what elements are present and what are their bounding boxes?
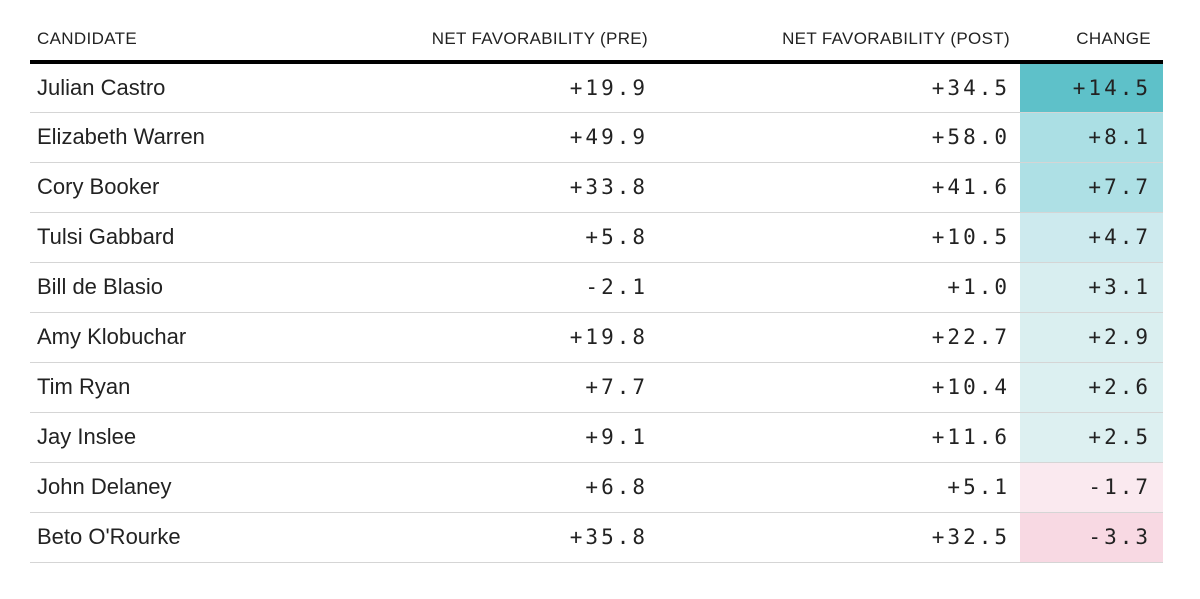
candidate-cell: Tim Ryan — [30, 362, 350, 413]
table-header: CANDIDATE NET FAVORABILITY (PRE) NET FAV… — [30, 16, 1163, 64]
change-cell: +8.1 — [1020, 112, 1163, 163]
change-cell: -1.7 — [1020, 462, 1163, 513]
pre-favorability-cell: +49.9 — [350, 112, 650, 163]
candidate-cell: Amy Klobuchar — [30, 312, 350, 363]
pre-favorability-cell: +19.9 — [350, 62, 650, 113]
table-row: Bill de Blasio -2.1 +1.0 +3.1 — [30, 262, 1163, 313]
pre-favorability-cell: -2.1 — [350, 262, 650, 313]
change-cell: +2.5 — [1020, 412, 1163, 463]
candidate-cell: Cory Booker — [30, 162, 350, 213]
candidate-cell: Julian Castro — [30, 62, 350, 113]
table-body: Julian Castro +19.9 +34.5 +14.5 Elizabet… — [30, 62, 1163, 563]
favorability-table: CANDIDATE NET FAVORABILITY (PRE) NET FAV… — [30, 16, 1163, 563]
post-favorability-cell: +1.0 — [650, 262, 1020, 313]
post-favorability-cell: +58.0 — [650, 112, 1020, 163]
column-header-change: CHANGE — [1020, 16, 1163, 64]
column-header-candidate: CANDIDATE — [30, 16, 350, 64]
post-favorability-cell: +41.6 — [650, 162, 1020, 213]
pre-favorability-cell: +33.8 — [350, 162, 650, 213]
change-cell: +3.1 — [1020, 262, 1163, 313]
table-row: Amy Klobuchar +19.8 +22.7 +2.9 — [30, 312, 1163, 363]
candidate-cell: Elizabeth Warren — [30, 112, 350, 163]
change-cell: +2.9 — [1020, 312, 1163, 363]
table-row: Cory Booker +33.8 +41.6 +7.7 — [30, 162, 1163, 213]
post-favorability-cell: +22.7 — [650, 312, 1020, 363]
table-header-row: CANDIDATE NET FAVORABILITY (PRE) NET FAV… — [30, 16, 1163, 64]
change-cell: +7.7 — [1020, 162, 1163, 213]
table-row: Elizabeth Warren +49.9 +58.0 +8.1 — [30, 112, 1163, 163]
candidate-cell: Beto O'Rourke — [30, 512, 350, 563]
pre-favorability-cell: +9.1 — [350, 412, 650, 463]
change-cell: +2.6 — [1020, 362, 1163, 413]
change-cell: -3.3 — [1020, 512, 1163, 563]
candidate-cell: Tulsi Gabbard — [30, 212, 350, 263]
table-row: Jay Inslee +9.1 +11.6 +2.5 — [30, 412, 1163, 463]
table-row: Tim Ryan +7.7 +10.4 +2.6 — [30, 362, 1163, 413]
table-row: John Delaney +6.8 +5.1 -1.7 — [30, 462, 1163, 513]
pre-favorability-cell: +5.8 — [350, 212, 650, 263]
pre-favorability-cell: +7.7 — [350, 362, 650, 413]
post-favorability-cell: +34.5 — [650, 62, 1020, 113]
candidate-cell: Bill de Blasio — [30, 262, 350, 313]
candidate-cell: John Delaney — [30, 462, 350, 513]
pre-favorability-cell: +19.8 — [350, 312, 650, 363]
column-header-net-favorability-pre: NET FAVORABILITY (PRE) — [350, 16, 650, 64]
post-favorability-cell: +10.4 — [650, 362, 1020, 413]
post-favorability-cell: +11.6 — [650, 412, 1020, 463]
change-cell: +14.5 — [1020, 62, 1163, 113]
table-row: Tulsi Gabbard +5.8 +10.5 +4.7 — [30, 212, 1163, 263]
post-favorability-cell: +32.5 — [650, 512, 1020, 563]
table-row: Beto O'Rourke +35.8 +32.5 -3.3 — [30, 512, 1163, 563]
change-cell: +4.7 — [1020, 212, 1163, 263]
pre-favorability-cell: +35.8 — [350, 512, 650, 563]
post-favorability-cell: +5.1 — [650, 462, 1020, 513]
column-header-net-favorability-post: NET FAVORABILITY (POST) — [650, 16, 1020, 64]
candidate-cell: Jay Inslee — [30, 412, 350, 463]
post-favorability-cell: +10.5 — [650, 212, 1020, 263]
pre-favorability-cell: +6.8 — [350, 462, 650, 513]
table-row: Julian Castro +19.9 +34.5 +14.5 — [30, 62, 1163, 113]
